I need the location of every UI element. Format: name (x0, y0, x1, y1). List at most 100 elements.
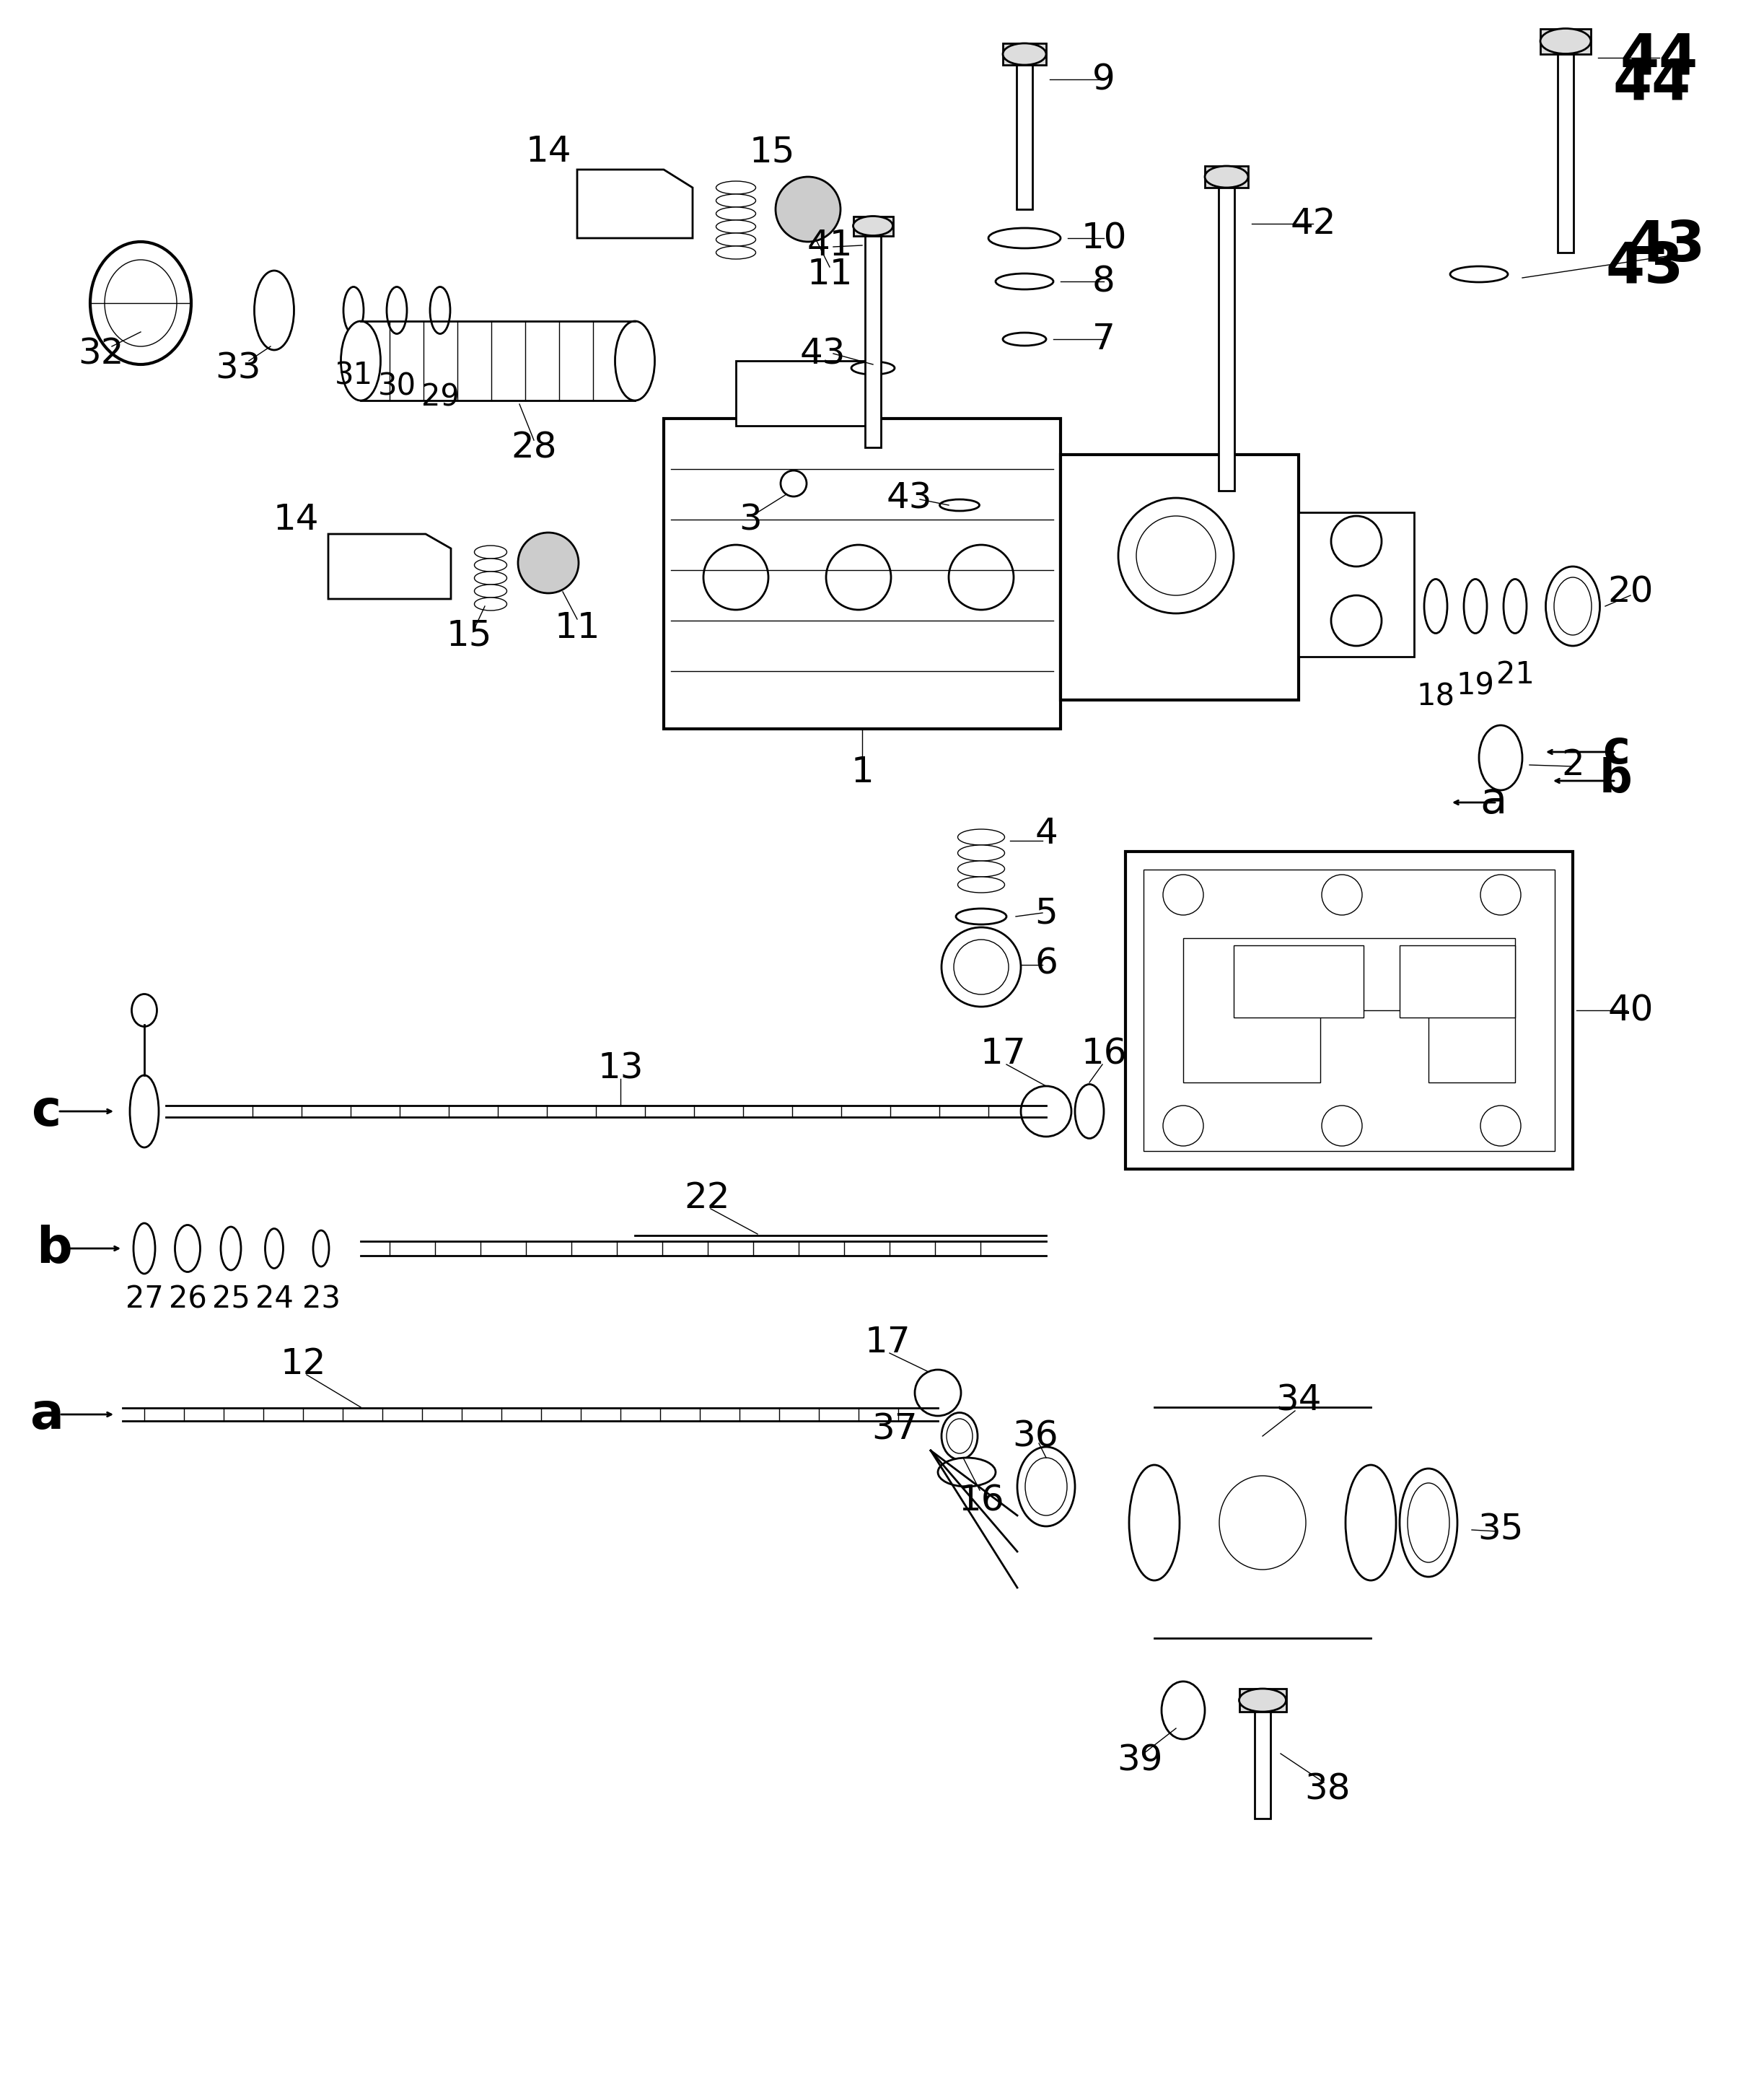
Ellipse shape (615, 321, 655, 401)
Text: 23: 23 (302, 1283, 341, 1315)
Text: 40: 40 (1608, 993, 1653, 1027)
Text: 27: 27 (125, 1283, 163, 1315)
Text: 9: 9 (1093, 63, 1116, 97)
Bar (1234, 945, 1364, 1018)
Circle shape (775, 176, 841, 242)
Circle shape (942, 928, 1020, 1006)
Ellipse shape (474, 598, 507, 611)
Text: 36: 36 (1012, 1420, 1058, 1453)
Text: 5: 5 (1034, 895, 1057, 930)
Text: 33: 33 (216, 351, 261, 386)
Bar (664, 418, 1060, 729)
Ellipse shape (1025, 1457, 1067, 1516)
Ellipse shape (1130, 1466, 1180, 1581)
Bar (1255, 1711, 1270, 1819)
Text: a: a (1481, 779, 1507, 823)
Text: 12: 12 (280, 1346, 327, 1382)
Ellipse shape (716, 246, 756, 258)
Ellipse shape (958, 830, 1005, 844)
Ellipse shape (958, 861, 1005, 878)
Text: 44: 44 (1613, 55, 1691, 111)
Ellipse shape (344, 288, 363, 334)
Ellipse shape (132, 993, 156, 1027)
Bar (1557, 55, 1573, 252)
Bar (1239, 1688, 1286, 1712)
Circle shape (1020, 1086, 1071, 1136)
Text: 43: 43 (886, 481, 932, 514)
Circle shape (1163, 1105, 1203, 1147)
Ellipse shape (716, 181, 756, 193)
Ellipse shape (947, 1420, 973, 1453)
Text: 13: 13 (598, 1050, 643, 1086)
Text: 41: 41 (806, 229, 853, 262)
Circle shape (949, 544, 1013, 609)
Bar (735, 361, 866, 426)
Ellipse shape (716, 208, 756, 220)
Text: c: c (1602, 729, 1630, 773)
Bar (1540, 29, 1590, 55)
Text: 43: 43 (799, 336, 845, 372)
Text: 28: 28 (511, 430, 556, 464)
Text: 15: 15 (749, 134, 794, 168)
Text: 26: 26 (169, 1283, 207, 1315)
Ellipse shape (1463, 580, 1488, 634)
Ellipse shape (956, 909, 1006, 924)
Circle shape (704, 544, 768, 609)
Text: 34: 34 (1276, 1382, 1321, 1418)
Circle shape (954, 939, 1008, 995)
Text: 1: 1 (850, 754, 874, 790)
Ellipse shape (1449, 267, 1509, 281)
Circle shape (1331, 517, 1382, 567)
Text: c: c (31, 1088, 63, 1136)
Ellipse shape (221, 1226, 242, 1270)
Text: 11: 11 (554, 611, 600, 645)
Text: 38: 38 (1305, 1772, 1350, 1806)
Ellipse shape (1545, 567, 1601, 647)
Ellipse shape (474, 546, 507, 559)
Ellipse shape (474, 559, 507, 571)
Bar (1298, 512, 1415, 657)
Ellipse shape (1003, 332, 1046, 346)
Ellipse shape (134, 1222, 155, 1275)
Text: 14: 14 (525, 134, 572, 168)
Circle shape (1321, 1105, 1363, 1147)
Text: 20: 20 (1608, 575, 1653, 609)
Ellipse shape (852, 361, 895, 374)
Text: 4: 4 (1034, 817, 1057, 850)
Text: 44: 44 (1620, 29, 1698, 86)
Ellipse shape (1003, 44, 1046, 65)
Text: 10: 10 (1081, 220, 1126, 256)
Text: 35: 35 (1477, 1512, 1524, 1548)
Text: 16: 16 (1081, 1035, 1126, 1071)
Ellipse shape (716, 193, 756, 208)
Ellipse shape (958, 844, 1005, 861)
Bar (1144, 869, 1556, 1151)
Ellipse shape (104, 260, 177, 346)
Ellipse shape (716, 220, 756, 233)
Ellipse shape (341, 321, 381, 401)
Ellipse shape (1479, 724, 1522, 790)
Text: 37: 37 (872, 1411, 918, 1447)
Ellipse shape (1220, 1476, 1305, 1569)
Bar (1204, 166, 1248, 187)
Ellipse shape (989, 229, 1060, 248)
Ellipse shape (474, 571, 507, 584)
Ellipse shape (958, 878, 1005, 892)
Ellipse shape (386, 288, 407, 334)
Text: 21: 21 (1496, 659, 1535, 691)
Circle shape (914, 1369, 961, 1415)
Polygon shape (1184, 939, 1516, 1082)
Text: 7: 7 (1093, 321, 1116, 357)
Text: b: b (1599, 756, 1632, 802)
Ellipse shape (1076, 1084, 1104, 1138)
Ellipse shape (1345, 1466, 1396, 1581)
Text: 24: 24 (255, 1283, 294, 1315)
Ellipse shape (1503, 580, 1526, 634)
Text: 18: 18 (1416, 680, 1455, 712)
Circle shape (1118, 498, 1234, 613)
Circle shape (780, 470, 806, 496)
Circle shape (518, 533, 579, 592)
Text: 17: 17 (864, 1325, 911, 1359)
Ellipse shape (1540, 29, 1590, 55)
Text: 43: 43 (1606, 239, 1684, 294)
